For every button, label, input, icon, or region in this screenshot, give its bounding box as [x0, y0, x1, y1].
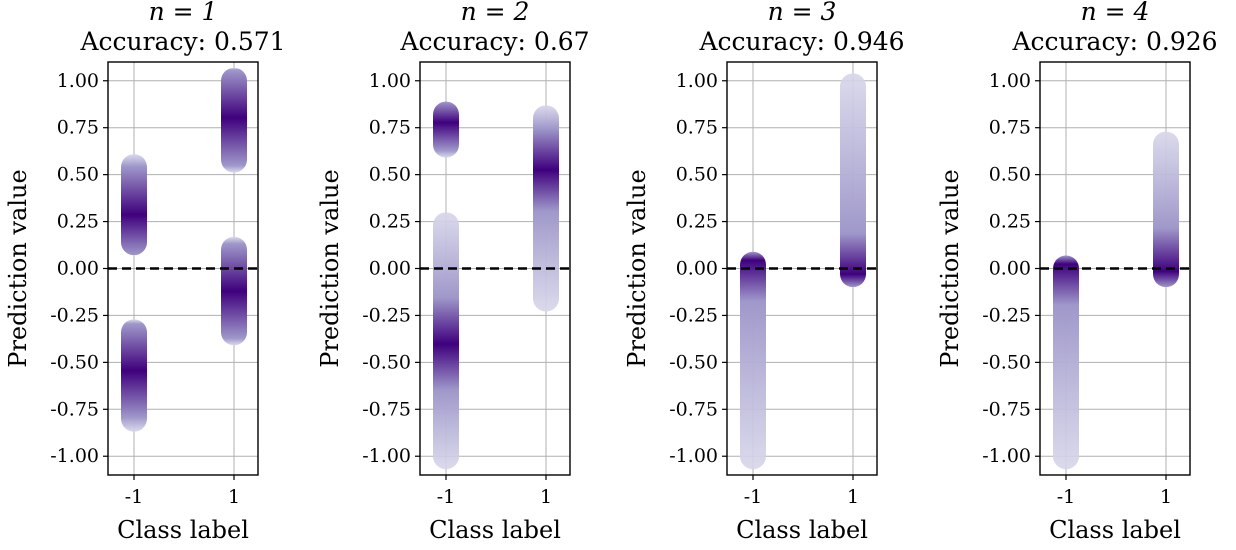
- y-tick-label: 1.00: [57, 70, 99, 92]
- y-axis-label: Prediction value: [936, 169, 964, 367]
- y-tick-label: -0.75: [362, 398, 411, 420]
- x-tick-label: -1: [125, 486, 144, 508]
- y-tick-label: 0.75: [57, 117, 99, 139]
- y-tick-label: -0.75: [50, 398, 99, 420]
- y-tick-label: -1.00: [982, 445, 1031, 467]
- panel-title-n: n = 2: [461, 0, 530, 26]
- panel-title-n: n = 1: [149, 0, 218, 26]
- y-tick-label: -1.00: [50, 445, 99, 467]
- y-tick-label: 0.50: [676, 164, 718, 186]
- x-tick-label: -1: [744, 486, 763, 508]
- y-tick-label: 0.25: [989, 211, 1031, 233]
- x-axis-label: Class label: [1049, 516, 1181, 544]
- y-tick-label: -0.75: [669, 398, 718, 420]
- panel-2: 1.00 0.75 0.50 0.25 0.00 -0.25 -0.50 -0.75 -1.00…: [316, 0, 590, 544]
- x-tick-label: 1: [847, 486, 859, 508]
- y-tick-label: 0.00: [676, 258, 718, 280]
- x-tick-label: 1: [540, 486, 552, 508]
- panels: 1.00 0.75 0.50 0.25 0.00 -0.25 -0.50 -0.75 -1.00…: [4, 0, 1218, 544]
- x-axis-label: Class label: [117, 516, 249, 544]
- y-tick-label: -0.25: [362, 304, 411, 326]
- y-tick-label: 0.25: [676, 211, 718, 233]
- y-tick-label: -1.00: [669, 445, 718, 467]
- x-tick-label: -1: [437, 486, 456, 508]
- y-tick-label: -0.50: [982, 351, 1031, 373]
- panel-title-accuracy: Accuracy: 0.946: [698, 27, 904, 56]
- y-tick-label: -0.50: [362, 351, 411, 373]
- y-tick-label: 0.25: [57, 211, 99, 233]
- y-axis-label: Prediction value: [316, 169, 344, 367]
- y-tick-label: 1.00: [369, 70, 411, 92]
- y-tick-label: 0.50: [989, 164, 1031, 186]
- y-tick-label: 0.00: [57, 258, 99, 280]
- y-tick-label: -0.75: [982, 398, 1031, 420]
- panel-title-n: n = 4: [1081, 0, 1150, 26]
- panel-title-accuracy: Accuracy: 0.571: [79, 27, 285, 56]
- panel-title-accuracy: Accuracy: 0.67: [399, 27, 589, 56]
- y-tick-label: -1.00: [362, 445, 411, 467]
- y-tick-label: 1.00: [989, 70, 1031, 92]
- y-tick-label: -0.50: [50, 351, 99, 373]
- y-tick-label: 0.00: [989, 258, 1031, 280]
- y-axis-label: Prediction value: [623, 169, 651, 367]
- panel-title-n: n = 3: [768, 0, 837, 26]
- x-tick-label: -1: [1057, 486, 1076, 508]
- y-tick-label: -0.25: [982, 304, 1031, 326]
- x-tick-label: 1: [1160, 486, 1172, 508]
- x-axis-label: Class label: [736, 516, 868, 544]
- y-tick-label: -0.50: [669, 351, 718, 373]
- y-axis-label: Prediction value: [4, 169, 32, 367]
- panel-3: 1.00 0.75 0.50 0.25 0.00 -0.25 -0.50 -0.75 -1.00…: [623, 0, 905, 544]
- y-tick-label: 0.50: [57, 164, 99, 186]
- y-tick-label: -0.25: [50, 304, 99, 326]
- x-tick-label: 1: [228, 486, 240, 508]
- panel-1: 1.00 0.75 0.50 0.25 0.00 -0.25 -0.50 -0.75 -1.00…: [4, 0, 286, 544]
- y-tick-label: 0.00: [369, 258, 411, 280]
- y-tick-label: 0.75: [369, 117, 411, 139]
- panel-4: 1.00 0.75 0.50 0.25 0.00 -0.25 -0.50 -0.75 -1.00…: [936, 0, 1218, 544]
- y-tick-label: 0.75: [989, 117, 1031, 139]
- y-tick-label: 0.25: [369, 211, 411, 233]
- panel-title-accuracy: Accuracy: 0.926: [1011, 27, 1217, 56]
- y-tick-label: -0.25: [669, 304, 718, 326]
- y-tick-label: 0.75: [676, 117, 718, 139]
- y-tick-label: 1.00: [676, 70, 718, 92]
- y-tick-label: 0.50: [369, 164, 411, 186]
- x-axis-label: Class label: [429, 516, 561, 544]
